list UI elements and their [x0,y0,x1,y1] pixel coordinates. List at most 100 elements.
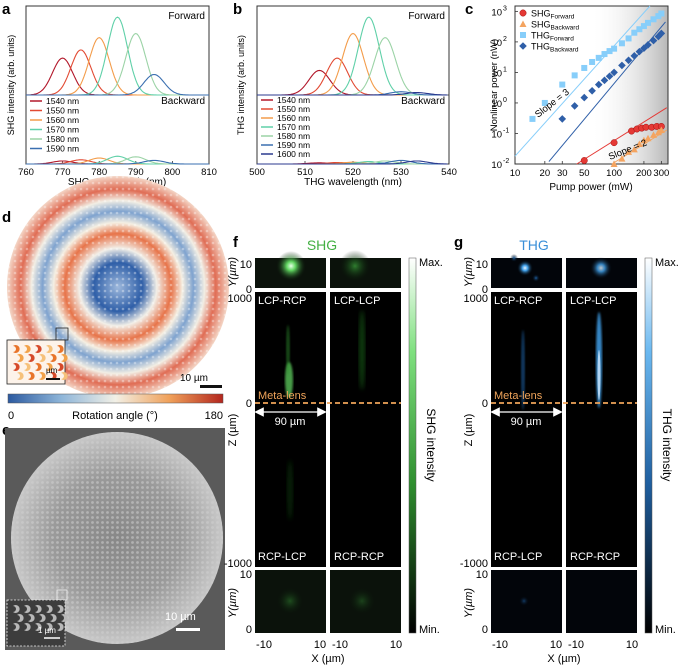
shg-width-label: 90 µm [275,416,306,428]
legend-item: 1540 nm [46,96,79,106]
sem-meta-atom [24,605,31,613]
c-point-thg-backward [644,41,652,49]
panel-e-scale-label: 10 µm [165,611,196,623]
sem-meta-atom [46,623,53,631]
sem-meta-atom [13,605,20,613]
meta-atom [28,353,35,362]
c-point-thg-forward [611,45,618,52]
shg-zlabel: Z (µm) [227,414,239,447]
shg-ytick-bottom-0: 0 [246,624,252,636]
c-point-thg-backward [580,93,589,102]
panel-b: b Forward Backward THG intensity (arb. u… [233,1,457,188]
c-legend-item: SHGBackward [531,20,579,32]
meta-atom [13,362,20,371]
fit-shg-forward [576,107,668,165]
shg-ylabel-bottom: Y(µm) [227,588,239,619]
legend-item: 1560 nm [46,115,79,125]
shg-backward-label: Backward [229,466,241,518]
c-point-thg-backward [605,72,614,81]
c-point-thg-backward [618,61,626,70]
thg-focal-spot-weak [590,257,612,279]
c-legend-marker [519,20,527,27]
c-point-thg-backward [600,76,609,85]
thg-ztick-1000: 1000 [464,293,488,305]
meta-atom [24,344,31,353]
panel-b-backward-label: Backward [401,96,445,107]
thg-label-rcp-rcp: RCP-RCP [570,551,620,563]
panel-label-c: c [465,1,473,18]
panel-f: f SHG LCP-RCP LCP-LCP RCP-LCP RCP-RCP Fo… [224,234,443,665]
meta-atom [46,344,53,353]
c-point-thg-forward [581,64,588,71]
meta-atom [35,362,42,371]
legend-item: 1550 nm [46,106,79,116]
legend-item: 1570 nm [46,125,79,135]
panel-label-g: g [454,234,463,251]
c-xtick-label: 10 [510,168,521,179]
c-point-thg-forward [589,58,596,65]
shg-ytick-bottom-10: 10 [240,569,252,581]
panel-a-forward-label: Forward [168,11,205,22]
legend-item: 1570 nm [277,122,310,132]
c-point-thg-forward [606,48,613,55]
panel-g-title: THG [519,237,549,253]
c-legend-marker [519,9,527,17]
c-point-thg-forward [559,81,566,88]
panel-label-f: f [233,234,239,251]
c-xtick-label: 200 [636,168,652,179]
thg-metalens-label: Meta-lens [494,390,543,402]
panel-a-curves [25,16,209,165]
meta-atom [61,353,68,362]
panel-d-inset-atoms [13,344,68,380]
c-point-shg-backward [610,160,618,167]
c-point-shg-backward [640,136,648,144]
rotation-colorbar [7,393,224,404]
shg-ztick-1000: 1000 [228,293,252,305]
thg-ytick-bottom-10: 10 [476,569,488,581]
spectrum-fwd-1560-nm [257,32,448,96]
sem-meta-atom [13,623,20,631]
c-point-shg-forward [642,123,650,131]
c-point-shg-backward [635,140,643,148]
thg-z-image-right [566,292,637,567]
panel-c-frame [514,5,669,165]
meta-atom [57,344,64,353]
c-point-shg-forward [580,157,588,164]
spectrum-bwd-1590-nm [26,159,209,165]
meta-atom [50,353,57,362]
sem-meta-atom [28,614,35,622]
rotation-colorbar-label: Rotation angle (°) [72,410,158,422]
c-ytick-exp: -1 [503,127,509,134]
panel-b-curves [257,16,448,165]
c-legend-item: THGForward [531,31,574,43]
panel-d-inset-scale: µm [46,366,58,375]
thg-ylabel-top: Y(µm) [463,257,475,288]
shg-ytick-top-0: 0 [246,284,252,296]
xtick-label: 520 [345,167,361,178]
thg-colorbar-max: Max. [655,257,679,269]
shg-colorbar-max: Max. [419,257,443,269]
c-point-thg-forward [636,26,643,33]
thg-xtick-4: 10 [626,639,638,651]
rotation-colorbar-max: 180 [205,410,223,422]
c-point-thg-backward [635,47,644,56]
c-point-thg-forward [640,23,647,30]
shg-xlabel: X (µm) [311,653,344,665]
panel-b-ylabel: THG intensity (arb. units) [236,35,246,135]
thg-xtick-2: 10 [550,639,562,651]
c-ytick-exp: 0 [503,97,507,104]
c-xtick-label: 30 [557,168,568,179]
c-point-thg-forward [650,16,657,23]
thg-xtick-3: -10 [568,639,584,651]
thg-ytick-top-10: 10 [476,259,488,271]
panel-d-scalebar [200,385,222,388]
meta-atom [39,353,46,362]
c-point-shg-backward [650,131,658,138]
sem-meta-atom [35,605,42,613]
sem-meta-atom [24,623,31,631]
meta-atom [46,362,53,371]
thg-label-lcp-rcp: LCP-RCP [494,295,542,307]
shg-z-image-left [255,292,326,567]
panel-e-inset-atoms [13,605,68,631]
